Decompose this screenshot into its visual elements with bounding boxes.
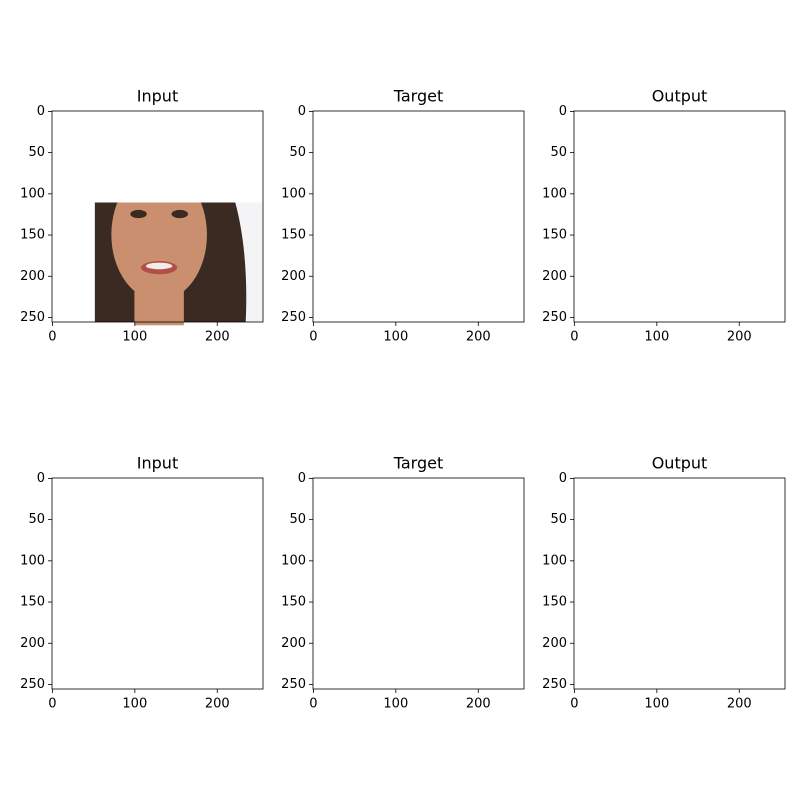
y-tick-label: 250 xyxy=(20,310,45,325)
x-tick-label: 200 xyxy=(205,697,230,712)
subplot-title: Input xyxy=(137,87,178,106)
eye xyxy=(130,209,147,219)
image xyxy=(94,202,263,326)
subplot: Output 0 100 200 0 50 100 150 200 250 xyxy=(542,87,786,345)
x-tick-label: 0 xyxy=(570,697,578,712)
face xyxy=(111,202,207,301)
y-tick-label: 100 xyxy=(281,553,306,568)
x-tick-label: 100 xyxy=(644,330,669,345)
y-tick-label: 150 xyxy=(20,228,45,243)
y-tick-label: 0 xyxy=(37,104,45,119)
subplot: Input 0 100 200 0 50 100 150 200 250 xyxy=(20,87,264,345)
y-tick-label: 50 xyxy=(550,512,567,527)
x-tick-label: 200 xyxy=(727,697,752,712)
x-tick-label: 0 xyxy=(48,697,56,712)
y-tick-label: 150 xyxy=(542,595,567,610)
eye xyxy=(171,209,188,219)
subplot-title: Target xyxy=(393,454,444,473)
subplot-title: Output xyxy=(652,454,708,473)
y-tick-label: 200 xyxy=(20,636,45,651)
y-tick-label: 200 xyxy=(20,269,45,284)
x-tick-label: 100 xyxy=(383,330,408,345)
y-tick-label: 200 xyxy=(542,269,567,284)
subplot: Target 0 100 200 0 50 100 150 200 250 xyxy=(281,454,525,712)
y-tick-label: 250 xyxy=(542,310,567,325)
y-tick-label: 150 xyxy=(281,228,306,243)
y-tick-label: 150 xyxy=(542,228,567,243)
y-tick-label: 50 xyxy=(550,145,567,160)
y-tick-label: 250 xyxy=(542,677,567,692)
axes-frame xyxy=(51,477,264,690)
y-tick-label: 50 xyxy=(289,145,306,160)
y-tick-label: 50 xyxy=(28,512,45,527)
y-tick-label: 100 xyxy=(281,186,306,201)
axes-frame xyxy=(312,477,525,690)
x-tick-label: 100 xyxy=(122,330,147,345)
x-tick-label: 200 xyxy=(466,330,491,345)
y-tick-label: 200 xyxy=(542,636,567,651)
y-tick-label: 50 xyxy=(289,512,306,527)
subplot: Output 0 100 200 0 50 100 150 200 250 xyxy=(542,454,786,712)
y-tick-label: 0 xyxy=(559,104,567,119)
y-tick-label: 100 xyxy=(542,553,567,568)
subplot: Target 0 100 200 0 50 100 150 200 250 xyxy=(281,87,525,345)
x-tick-label: 200 xyxy=(466,697,491,712)
subplot-title: Output xyxy=(652,87,708,106)
y-tick-label: 100 xyxy=(20,186,45,201)
axes-frame xyxy=(312,110,525,323)
y-tick-label: 0 xyxy=(298,104,306,119)
neck xyxy=(134,284,184,326)
y-tick-label: 0 xyxy=(37,471,45,486)
y-tick-label: 250 xyxy=(20,677,45,692)
y-tick-label: 250 xyxy=(281,310,306,325)
subplot-title: Input xyxy=(137,454,178,473)
x-tick-label: 0 xyxy=(309,330,317,345)
y-tick-label: 100 xyxy=(20,553,45,568)
y-tick-label: 200 xyxy=(281,636,306,651)
axes-frame xyxy=(573,477,786,690)
x-tick-label: 100 xyxy=(122,697,147,712)
y-tick-label: 150 xyxy=(20,595,45,610)
x-tick-label: 200 xyxy=(727,330,752,345)
x-tick-label: 200 xyxy=(205,330,230,345)
subplot-title: Target xyxy=(393,87,444,106)
x-tick-label: 0 xyxy=(570,330,578,345)
subplot: Input 0 100 200 0 50 100 150 200 250 xyxy=(20,454,264,712)
y-tick-label: 0 xyxy=(298,471,306,486)
y-tick-label: 200 xyxy=(281,269,306,284)
y-tick-label: 0 xyxy=(559,471,567,486)
x-tick-label: 0 xyxy=(309,697,317,712)
x-tick-label: 0 xyxy=(48,330,56,345)
teeth xyxy=(145,262,173,270)
x-tick-label: 100 xyxy=(383,697,408,712)
axes-frame xyxy=(573,110,786,323)
x-tick-label: 100 xyxy=(644,697,669,712)
y-tick-label: 50 xyxy=(28,145,45,160)
y-tick-label: 150 xyxy=(281,595,306,610)
y-tick-label: 100 xyxy=(542,186,567,201)
y-tick-label: 250 xyxy=(281,677,306,692)
axes-frame xyxy=(51,110,264,323)
